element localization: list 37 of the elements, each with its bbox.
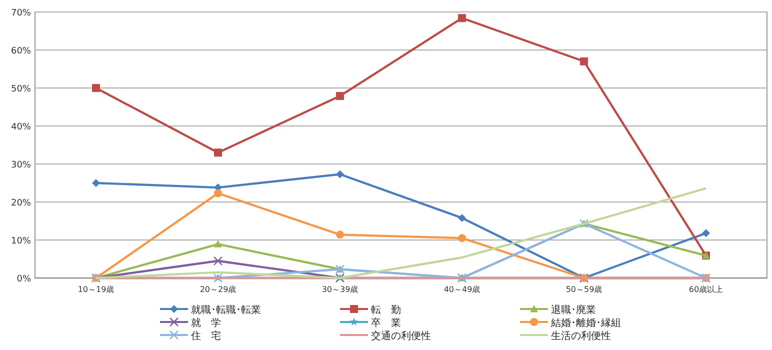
legend-label: 退職･廃業 [551, 304, 596, 316]
point [702, 229, 710, 238]
point [336, 92, 344, 100]
x-tick-label: 10～19歳 [78, 285, 114, 294]
y-tick-label: 20% [10, 198, 32, 208]
point [214, 148, 222, 157]
point [214, 189, 222, 198]
legend-label: 就職･転職･転業 [191, 304, 261, 316]
y-tick-label: 60% [10, 46, 32, 56]
legend-label: 生活の利便性 [551, 330, 611, 342]
y-tick-label: 30% [10, 160, 32, 170]
legend-label: 住 宅 [191, 330, 221, 342]
y-tick-label: 10% [10, 236, 32, 246]
x-tick-label: 60歳以上 [688, 285, 724, 294]
x-tick-label: 40～49歳 [444, 285, 480, 294]
point [580, 57, 588, 66]
point [336, 170, 344, 178]
point [336, 230, 344, 239]
point [214, 240, 222, 248]
x-tick-label: 30～39歳 [322, 285, 358, 294]
legend-label: 交通の利便性 [371, 330, 431, 342]
y-tick-label: 50% [10, 84, 32, 94]
y-tick-label: 0% [16, 274, 32, 284]
y-tick-label: 70% [10, 8, 32, 18]
point [458, 234, 466, 242]
x-tick-label: 20～29歳 [200, 285, 236, 294]
legend-label: 結婚･離婚･縁組 [550, 317, 621, 329]
point [92, 84, 100, 92]
point [458, 214, 466, 222]
legend-label: 転 勤 [371, 304, 401, 316]
x-tick-label: 50～59歳 [566, 285, 602, 294]
y-tick-label: 40% [10, 122, 32, 132]
point [213, 256, 223, 266]
legend-label: 就 学 [191, 317, 221, 329]
point [92, 179, 100, 187]
legend-label: 卒 業 [371, 317, 401, 329]
point [458, 14, 466, 22]
